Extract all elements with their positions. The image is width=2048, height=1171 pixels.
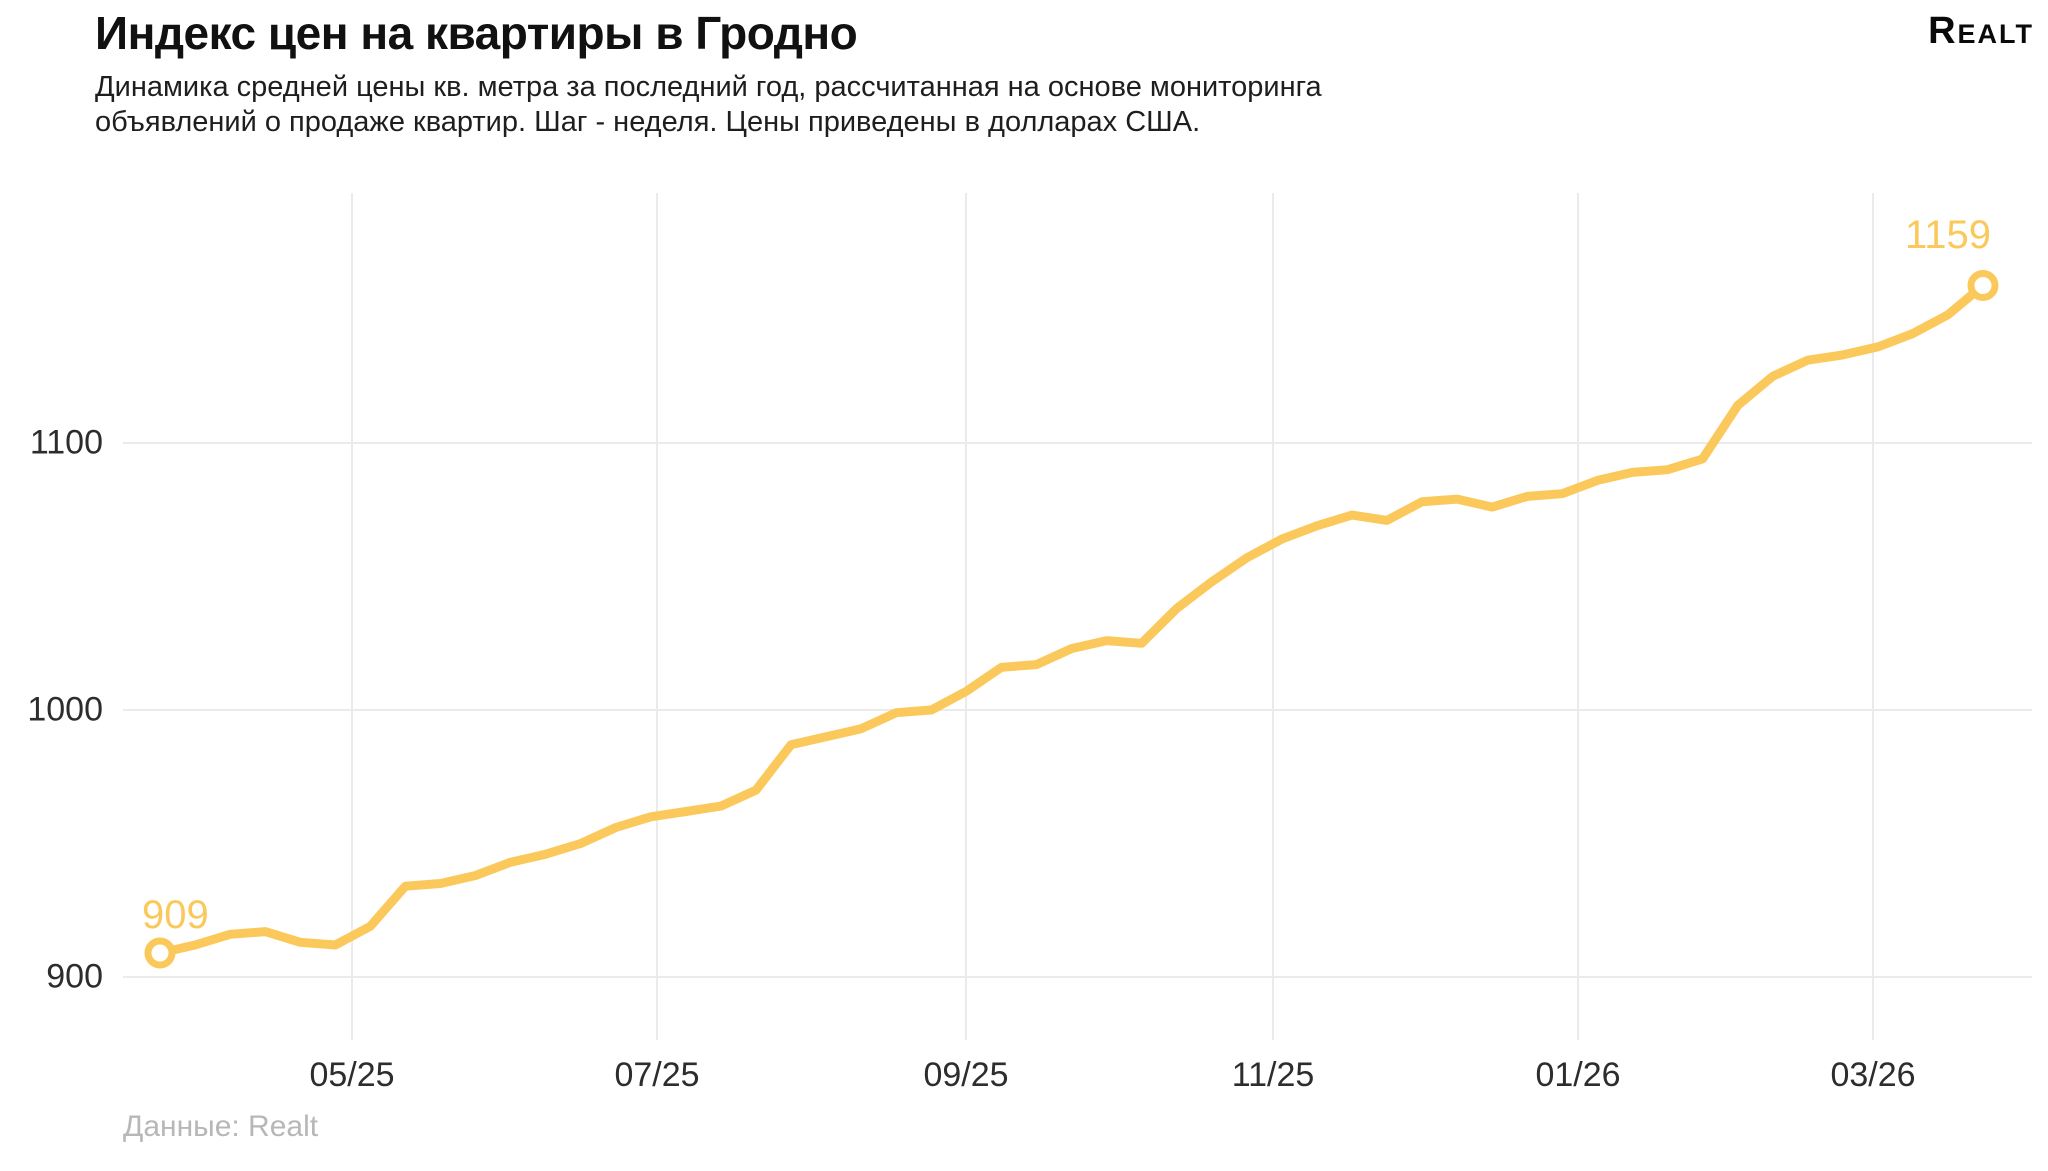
y-tick-label: 900 xyxy=(46,957,103,996)
data-source: Данные: Realt xyxy=(123,1110,319,1143)
last-point-label: 1159 xyxy=(1905,213,1992,258)
x-tick-label: 09/25 xyxy=(923,1056,1009,1094)
x-tick-label: 03/26 xyxy=(1830,1056,1916,1094)
price-line xyxy=(155,281,1988,958)
y-tick-label: 1000 xyxy=(27,690,103,729)
x-tick-label: 07/25 xyxy=(614,1056,700,1094)
y-tick-label: 1100 xyxy=(29,423,103,462)
x-tick-label: 05/25 xyxy=(309,1056,395,1094)
first-point-label: 909 xyxy=(142,892,209,937)
page-title: Индекс цен на квартиры в Гродно xyxy=(95,7,858,59)
start-marker xyxy=(144,937,176,969)
x-tick-label: 01/26 xyxy=(1535,1056,1621,1094)
chart-subtitle: Динамика средней цены кв. метра за после… xyxy=(95,71,1322,138)
x-tick-label: 11/25 xyxy=(1231,1056,1315,1094)
realt-logo: Realt xyxy=(1928,10,2034,52)
end-marker xyxy=(1967,269,1999,301)
